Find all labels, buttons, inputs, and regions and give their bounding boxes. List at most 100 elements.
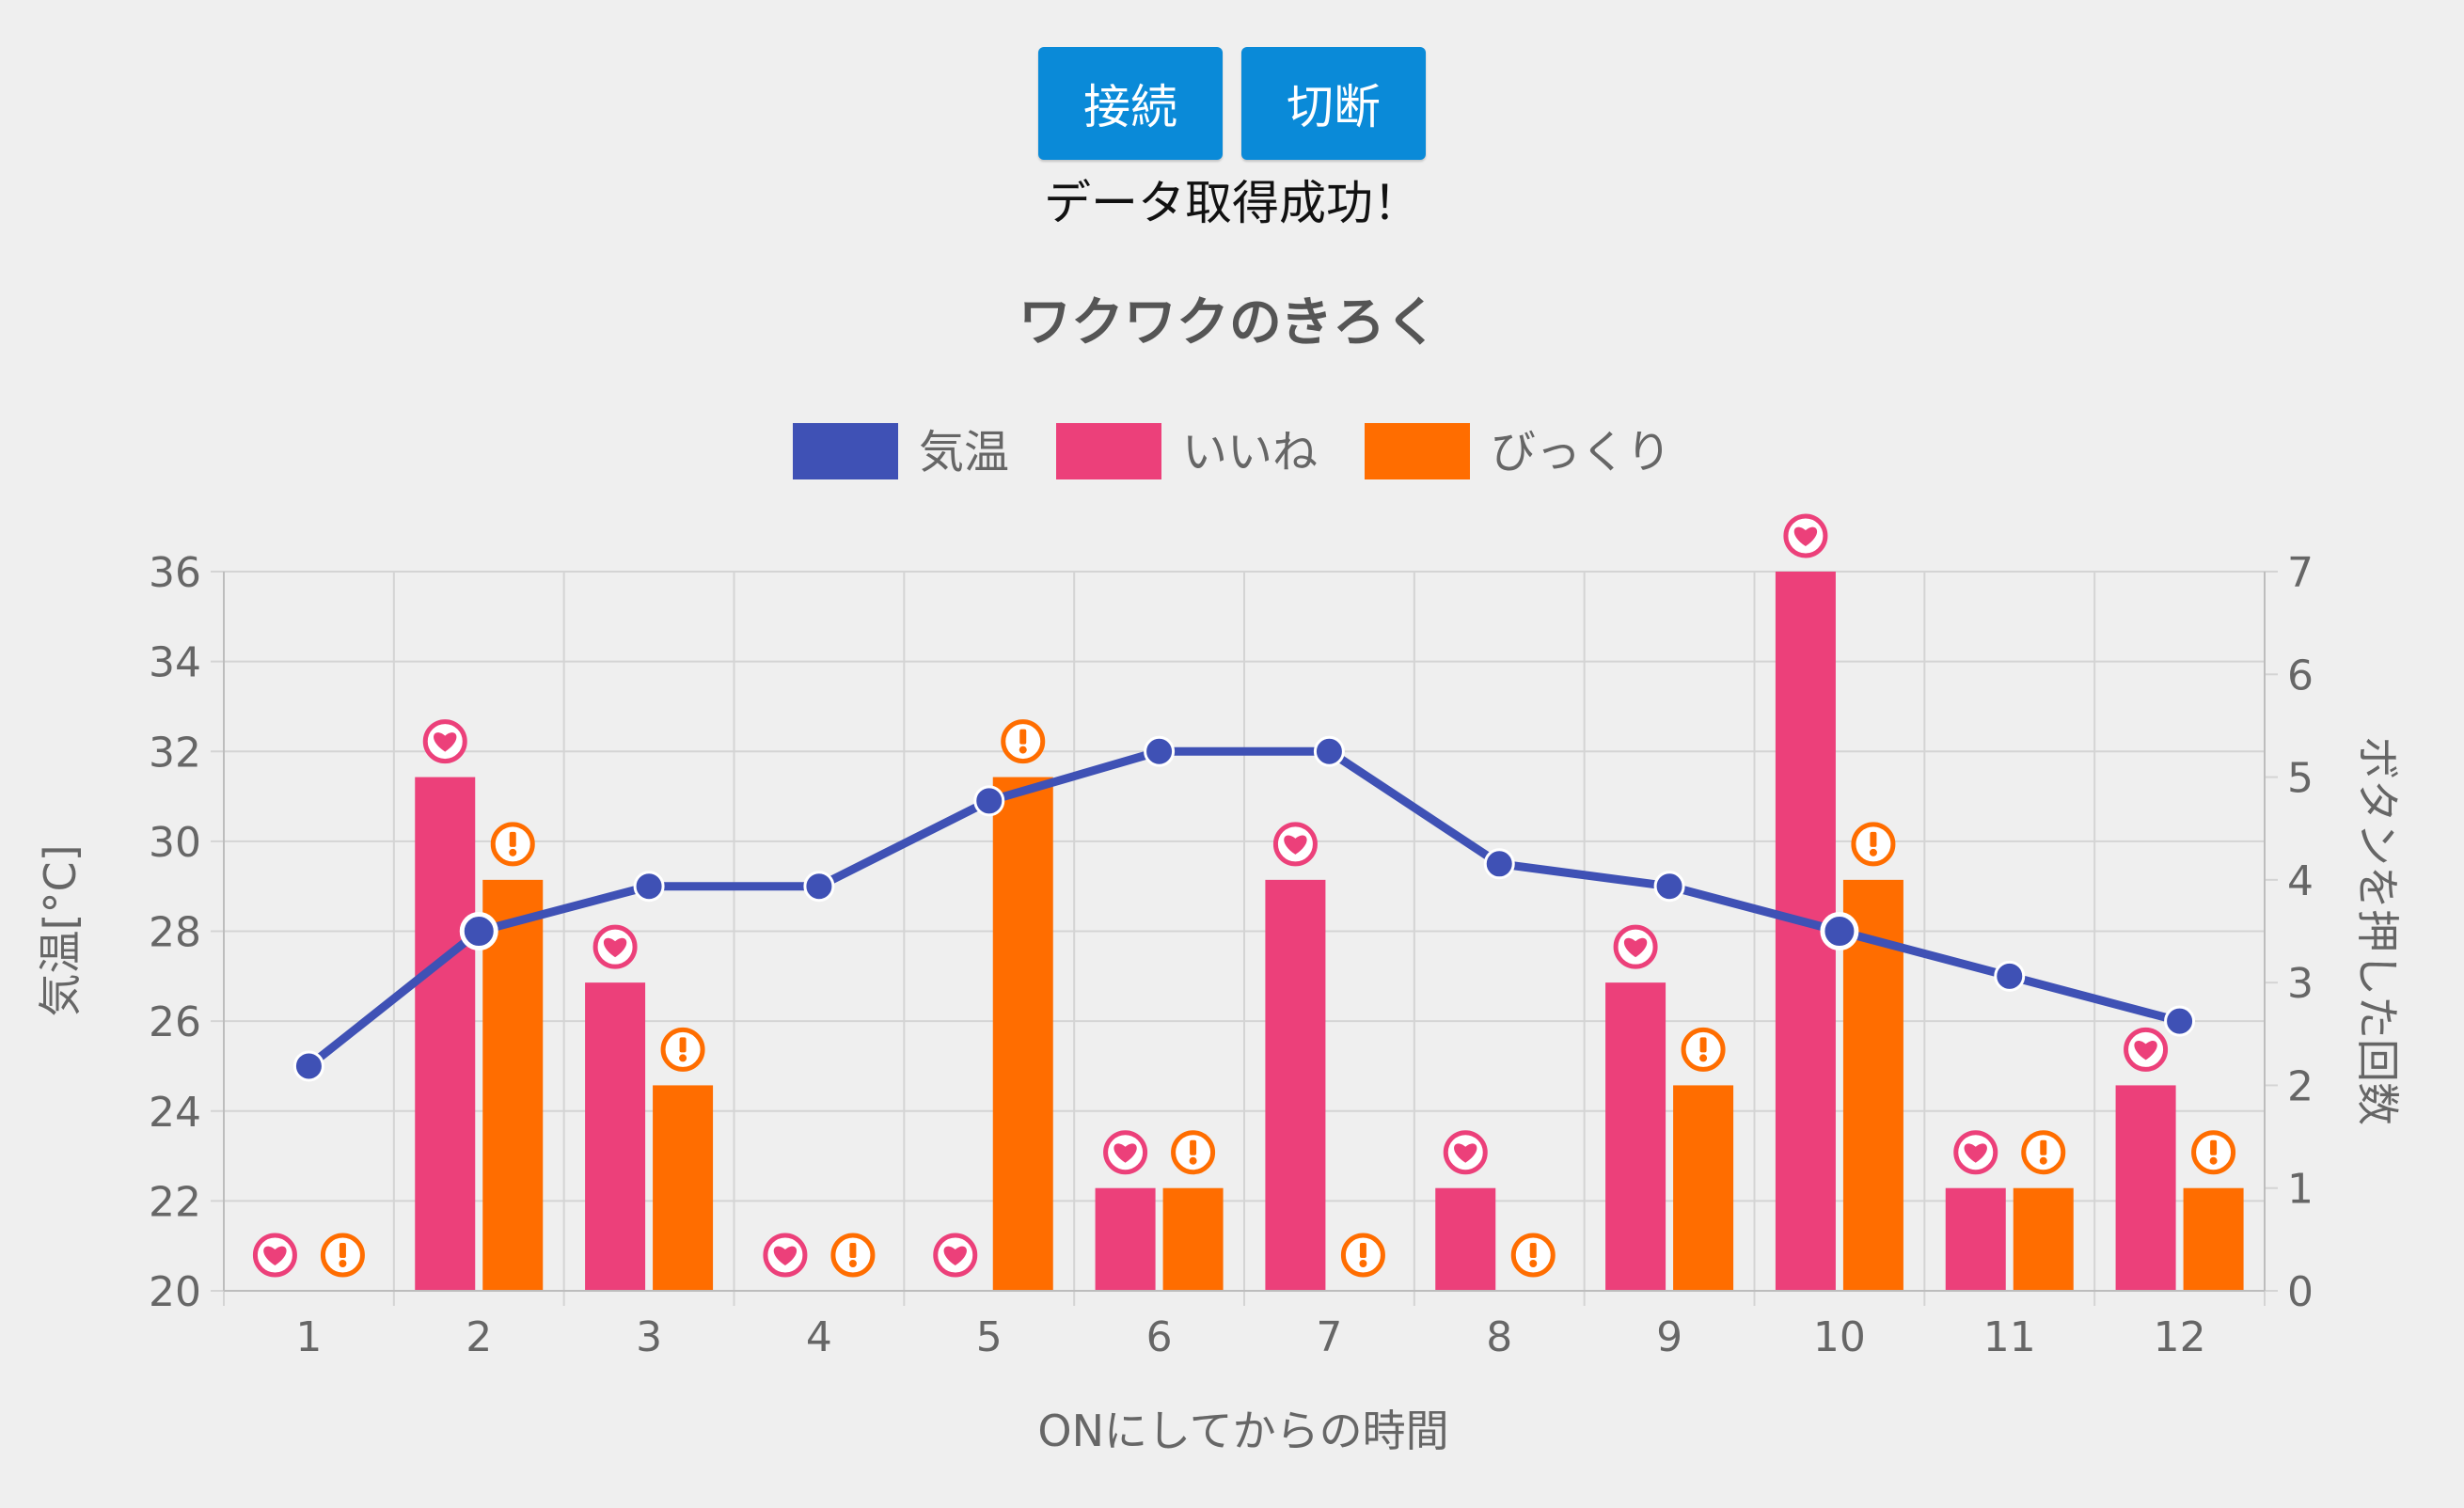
exclamation-icon-dot [1359, 1260, 1367, 1267]
exclamation-icon-dot [679, 1054, 687, 1062]
heart-icon [1953, 1130, 1998, 1175]
surprise-bar [1673, 1085, 1734, 1291]
y-tick-label: 36 [149, 549, 201, 597]
temperature-point [1313, 735, 1345, 767]
x-tick-label: 12 [2154, 1313, 2206, 1361]
temperature-point [459, 912, 498, 950]
likes-bar [415, 777, 476, 1291]
x-tick-label: 7 [1316, 1313, 1342, 1361]
y-tick-label: 28 [149, 909, 201, 957]
likes-bar [1945, 1187, 2006, 1291]
y2-tick-label: 2 [2287, 1062, 2314, 1110]
exclamation-icon-bar [1190, 1139, 1197, 1155]
x-tick-label: 3 [636, 1313, 662, 1361]
temperature-line [306, 746, 2181, 1070]
likes-bar [1095, 1187, 1156, 1291]
heart-icon-shape [1454, 1143, 1477, 1163]
x-tick-label: 5 [976, 1313, 1003, 1361]
y-tick-label: 22 [149, 1178, 201, 1226]
heart-icon-shape [434, 732, 457, 752]
exclamation-icon [2191, 1130, 2236, 1175]
likes-bar [1435, 1187, 1496, 1291]
surprise-bar [2183, 1187, 2244, 1291]
x-tick-label: 2 [466, 1313, 492, 1361]
bars [415, 572, 2244, 1291]
heart-icon [1443, 1130, 1488, 1175]
exclamation-icon [490, 822, 535, 867]
likes-bar [585, 982, 646, 1291]
exclamation-icon-dot [509, 848, 517, 856]
y2-tick-label: 6 [2287, 652, 2314, 699]
legend-swatch [793, 423, 898, 479]
exclamation-icon-bar [2210, 1139, 2218, 1155]
heart-icon-shape [1284, 835, 1307, 855]
heart-icon [2124, 1027, 2169, 1072]
x-tick-label: 8 [1486, 1313, 1512, 1361]
x-tick-label: 9 [1656, 1313, 1682, 1361]
line-series [292, 735, 2196, 1082]
heart-icon-shape [2134, 1041, 2157, 1060]
y-tick-label: 30 [149, 819, 201, 867]
exclamation-icon-dot [1189, 1156, 1197, 1165]
heart-icon [763, 1233, 808, 1278]
surprise-bar [1162, 1187, 1224, 1291]
legend-label: びっくり [1491, 426, 1671, 479]
y2-tick-label: 5 [2287, 755, 2314, 803]
heart-icon [592, 924, 638, 969]
y2-tick-label: 0 [2287, 1268, 2314, 1316]
control-bar: 接続 切断 [0, 47, 2464, 160]
heart-icon [1272, 822, 1318, 867]
exclamation-icon [1510, 1233, 1556, 1278]
likes-bar [2115, 1085, 2176, 1291]
exclamation-icon-dot [1019, 746, 1027, 754]
legend-item-0: 気温 [793, 423, 1009, 479]
x-tick-label: 1 [295, 1313, 322, 1361]
heart-icon-shape [1114, 1143, 1137, 1163]
heart-icon [933, 1233, 978, 1278]
y2-tick-label: 7 [2287, 549, 2314, 597]
disconnect-button[interactable]: 切断 [1241, 47, 1426, 160]
y2-tick-label: 3 [2287, 960, 2314, 1008]
exclamation-icon [660, 1027, 705, 1072]
exclamation-icon-dot [2039, 1156, 2047, 1165]
heart-icon-shape [943, 1246, 967, 1265]
temperature-point [1994, 960, 2026, 992]
temperature-point [292, 1050, 324, 1082]
heart-icon-shape [1623, 937, 1648, 958]
exclamation-icon-bar [1529, 1243, 1537, 1258]
legend-item-1: いいね [1056, 423, 1318, 479]
y2-tick-label: 4 [2287, 857, 2314, 905]
surprise-bar [482, 879, 544, 1291]
temperature-point [803, 871, 835, 903]
exclamation-icon-bar [1019, 729, 1027, 745]
temperature-point [973, 785, 1005, 817]
temperature-point [1820, 912, 1859, 950]
status-message: データ取得成功！ [1044, 176, 1420, 230]
heart-icon [1613, 924, 1658, 969]
surprise-bar [992, 777, 1053, 1291]
exclamation-icon [1001, 719, 1046, 764]
exclamation-icon-dot [339, 1260, 347, 1267]
exclamation-icon [2021, 1130, 2066, 1175]
temperature-point [633, 871, 665, 903]
exclamation-icon [830, 1233, 876, 1278]
y2-axis-label: ボタンを押した回数 [2352, 736, 2403, 1125]
exclamation-icon-bar [1870, 831, 1877, 847]
y-tick-label: 32 [149, 729, 201, 777]
legend-label: いいね [1182, 426, 1318, 479]
legend-swatch [1056, 423, 1161, 479]
heart-icon [252, 1233, 297, 1278]
heart-icon-shape [1793, 526, 1818, 546]
heart-icon-shape [773, 1246, 798, 1265]
y2-tick-label: 1 [2287, 1166, 2314, 1214]
y-tick-label: 34 [149, 639, 201, 687]
exclamation-icon-dot [2209, 1156, 2218, 1165]
connect-button[interactable]: 接続 [1038, 47, 1223, 160]
legend-swatch [1365, 423, 1470, 479]
heart-icon [422, 719, 467, 764]
legend-item-2: びっくり [1365, 423, 1671, 479]
exclamation-icon [320, 1233, 365, 1278]
temperature-point [1144, 735, 1176, 767]
exclamation-icon-bar [339, 1243, 346, 1258]
